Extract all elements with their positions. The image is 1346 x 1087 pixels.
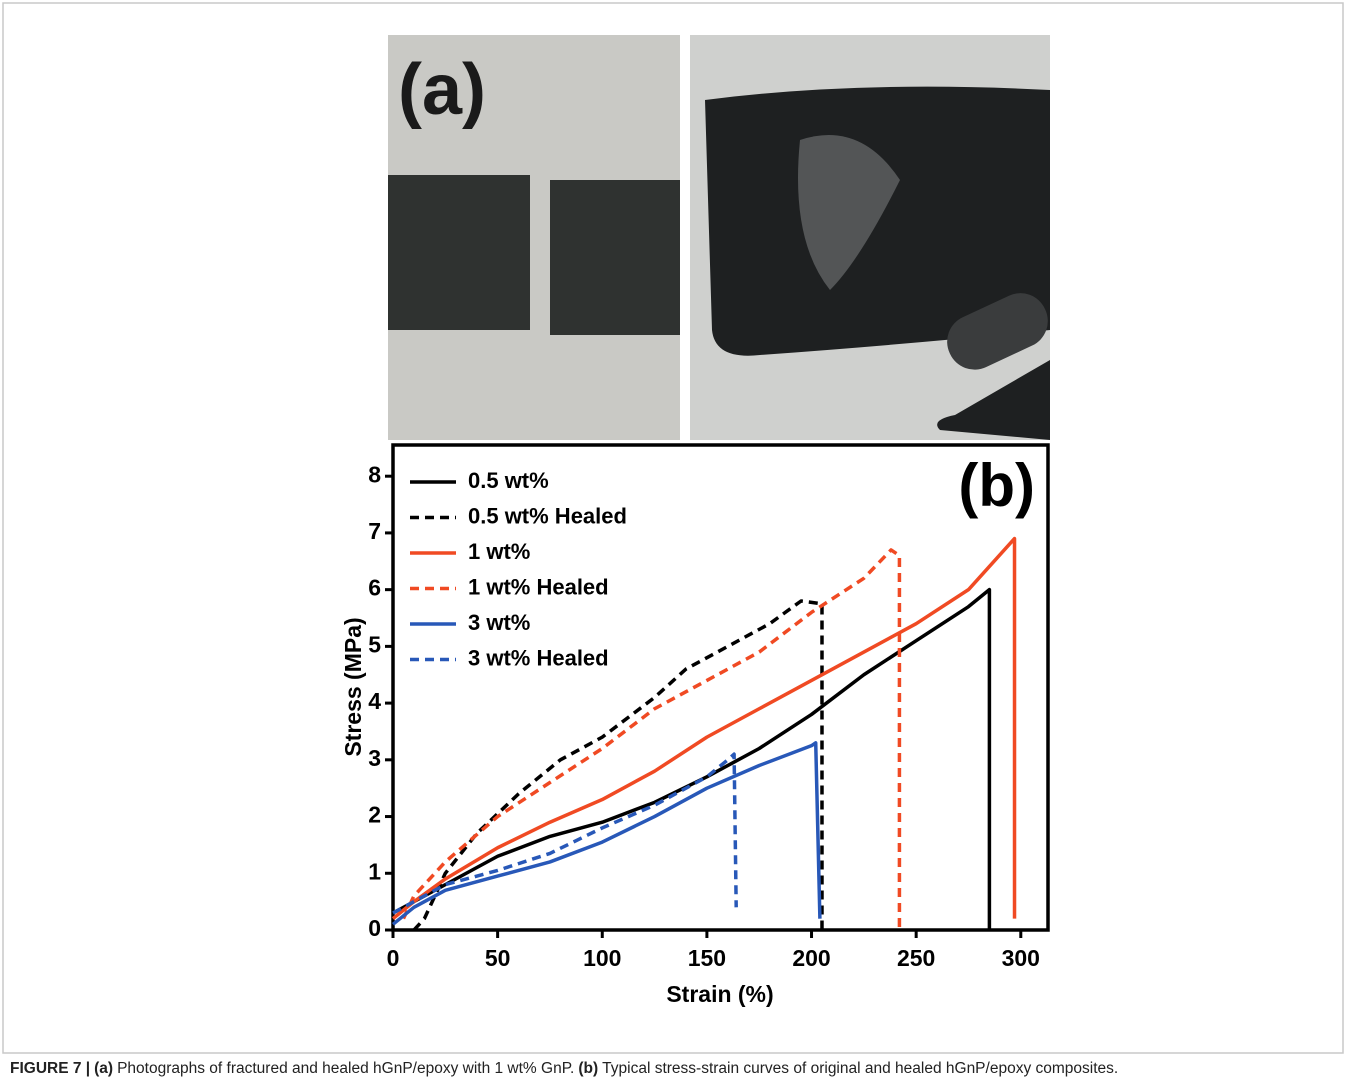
y-tick-label: 3 bbox=[368, 745, 381, 771]
y-tick-label: 0 bbox=[368, 915, 381, 941]
y-tick-label: 1 bbox=[368, 858, 381, 884]
x-tick-label: 150 bbox=[688, 945, 726, 971]
y-tick-label: 8 bbox=[368, 461, 381, 487]
panel-label: (b) bbox=[958, 452, 1035, 519]
x-tick-label: 250 bbox=[897, 945, 935, 971]
y-tick-label: 5 bbox=[368, 631, 381, 657]
caption: FIGURE 7 |(a)Photographs of fractured an… bbox=[10, 1060, 1340, 1078]
legend-label: 3 wt% Healed bbox=[468, 645, 609, 670]
legend-label: 1 wt% Healed bbox=[468, 574, 609, 599]
x-tick-label: 200 bbox=[792, 945, 830, 971]
caption-text: Typical stress-strain curves of original… bbox=[602, 1060, 1118, 1077]
caption-label: (b) bbox=[578, 1060, 598, 1077]
x-tick-label: 50 bbox=[485, 945, 511, 971]
legend-label: 1 wt% bbox=[468, 539, 530, 564]
x-axis-label: Strain (%) bbox=[666, 981, 773, 1007]
x-tick-label: 300 bbox=[1002, 945, 1040, 971]
legend-label: 3 wt% bbox=[468, 610, 530, 635]
legend-label: 0.5 wt% bbox=[468, 468, 549, 493]
figure: (a) Stress (MPa) Strain (%) (b) 05010015… bbox=[0, 0, 1346, 1087]
x-tick-label: 0 bbox=[387, 945, 400, 971]
caption-label: (a) bbox=[94, 1060, 113, 1077]
y-tick-label: 2 bbox=[368, 802, 381, 828]
page: {"panel_a_label": "(a)", "caption": {"fi… bbox=[0, 0, 1346, 1087]
photo-fractured: (a) bbox=[388, 35, 680, 440]
panel-label: (a) bbox=[398, 50, 486, 130]
y-tick-label: 4 bbox=[368, 688, 381, 714]
y-axis-label: Stress (MPa) bbox=[340, 617, 366, 756]
legend-label: 0.5 wt% Healed bbox=[468, 503, 627, 528]
photo-healed bbox=[690, 35, 1057, 440]
x-tick-label: 100 bbox=[583, 945, 621, 971]
y-tick-label: 6 bbox=[368, 575, 381, 601]
figure-label: FIGURE 7 | bbox=[10, 1060, 90, 1077]
y-tick-label: 7 bbox=[368, 518, 381, 544]
caption-text: Photographs of fractured and healed hGnP… bbox=[117, 1060, 574, 1077]
